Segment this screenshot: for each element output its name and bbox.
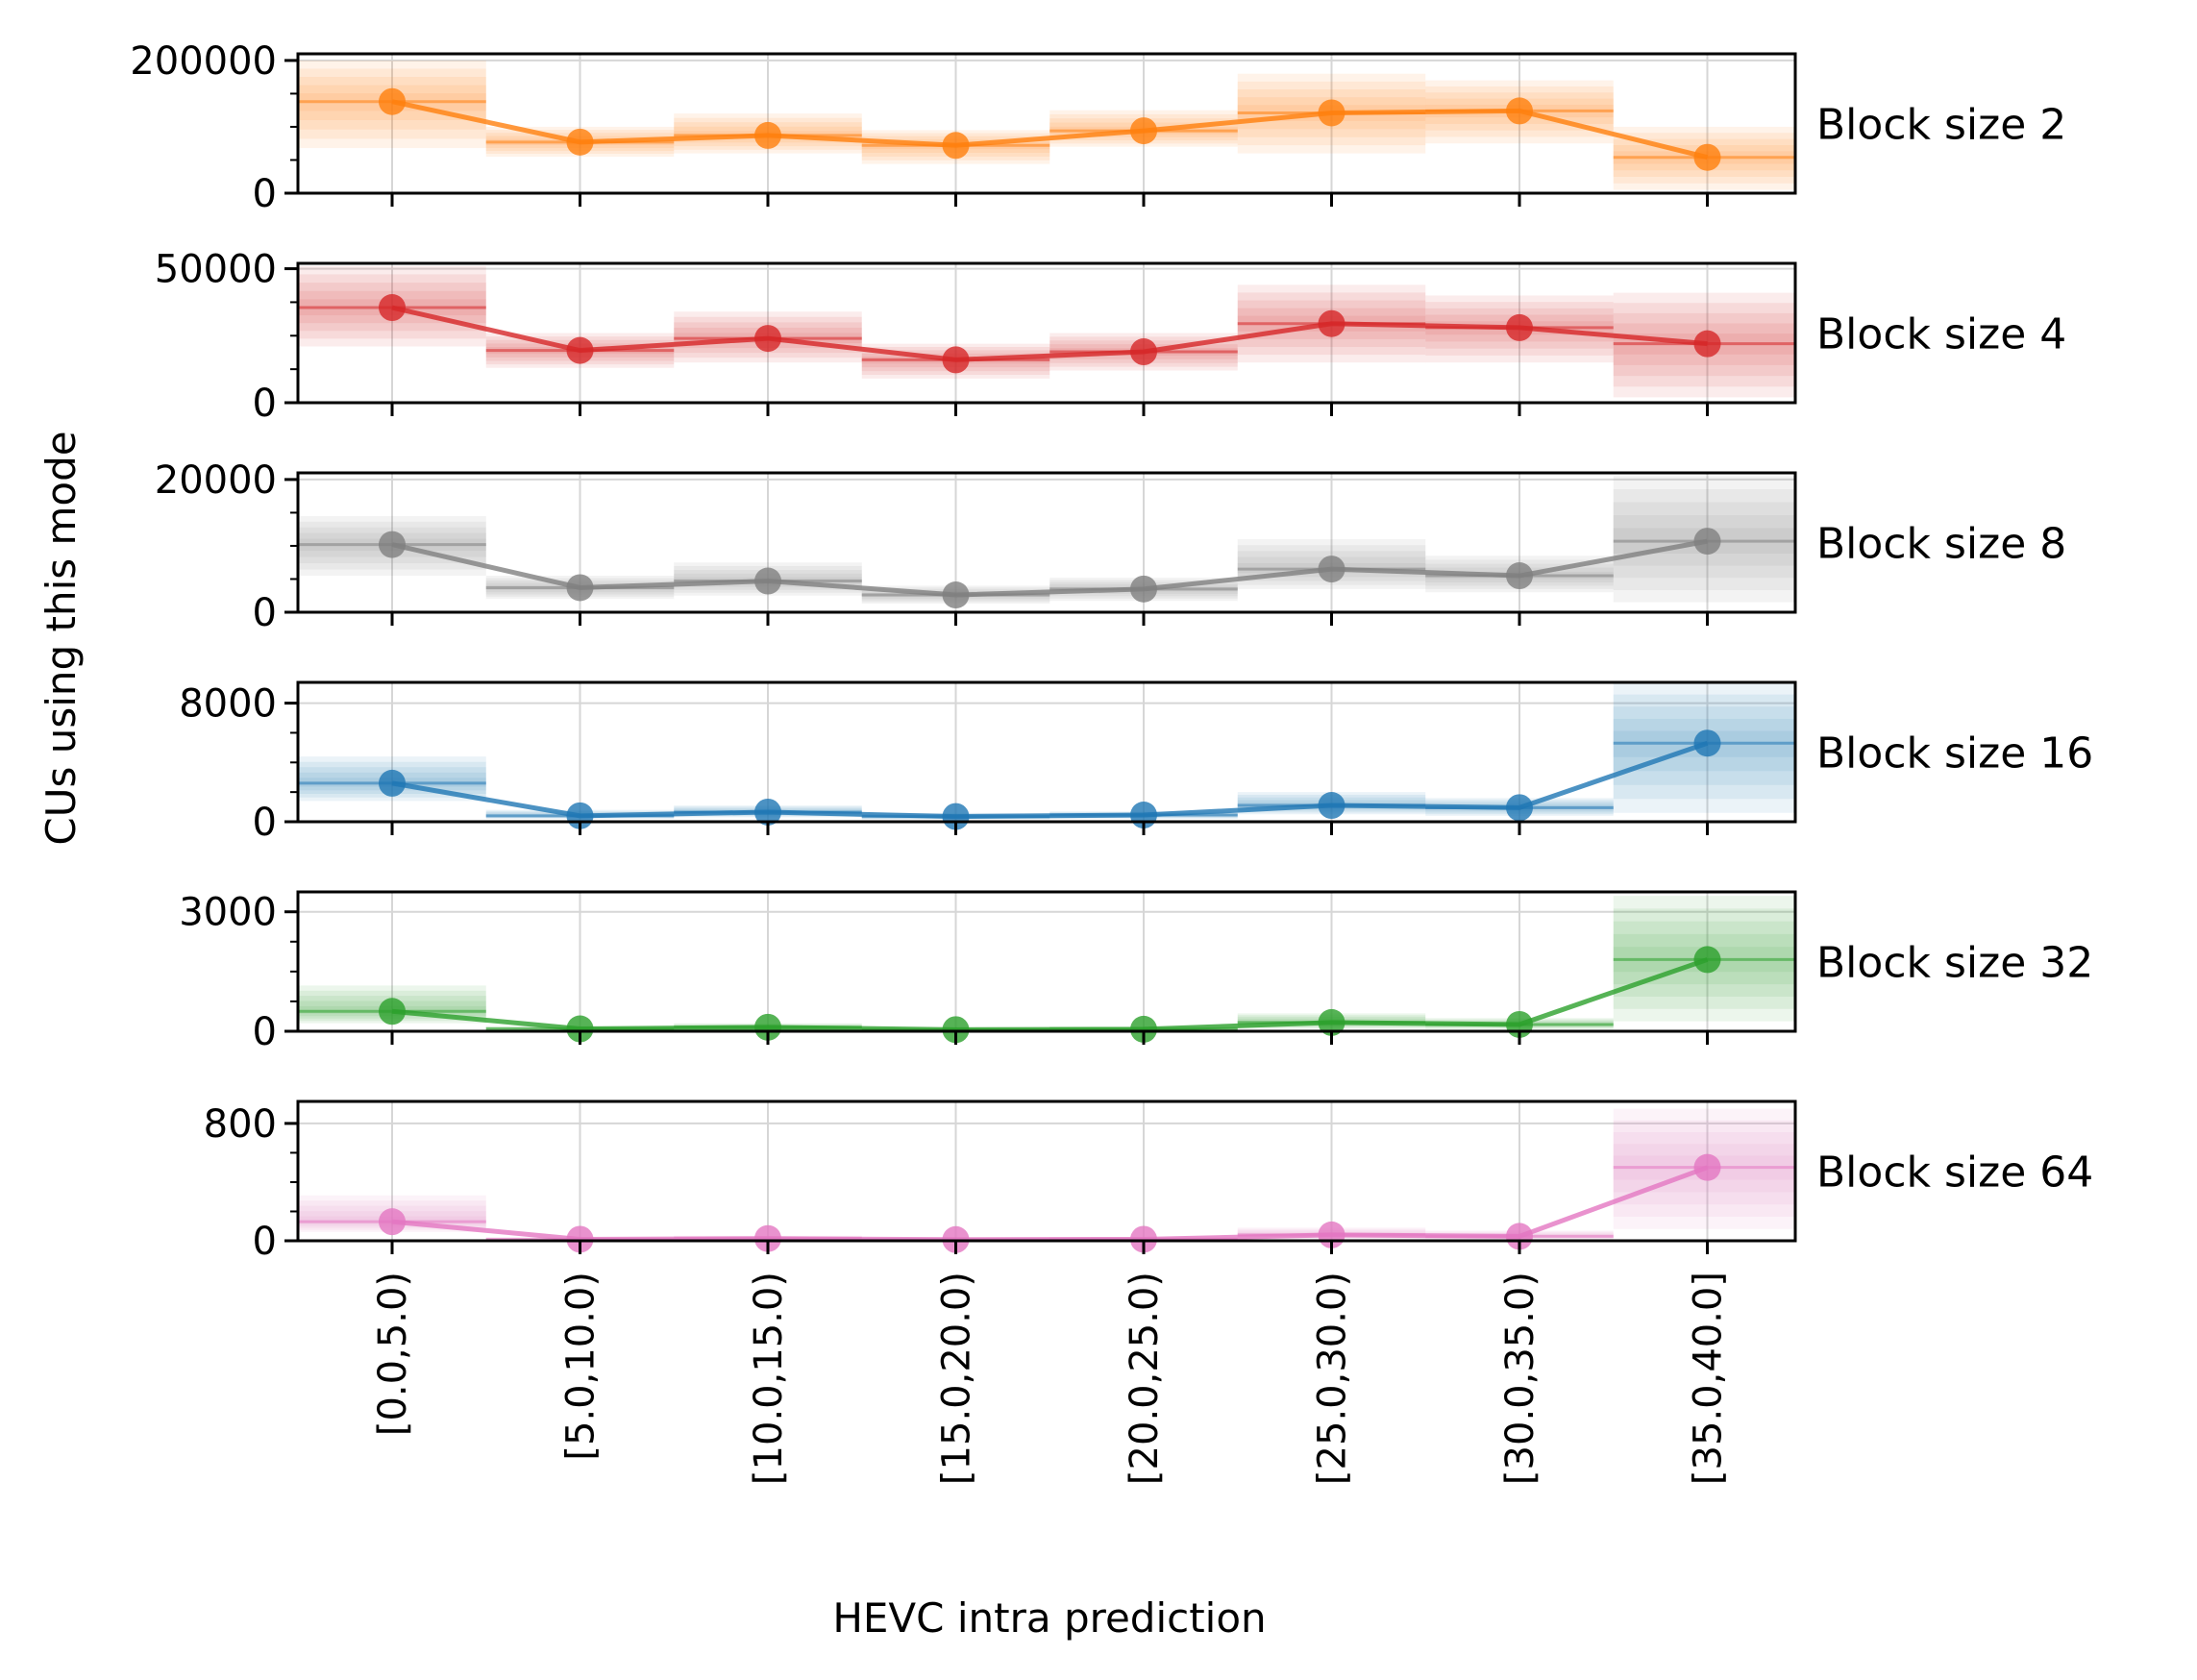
data-point bbox=[942, 132, 970, 160]
y-tick-label: 200000 bbox=[130, 39, 277, 84]
data-point bbox=[1693, 729, 1721, 757]
data-point bbox=[1506, 313, 1533, 341]
panel-2: 0 50000 Block size 4 bbox=[155, 248, 2067, 426]
data-point bbox=[379, 87, 406, 115]
series-line bbox=[391, 957, 1709, 1032]
x-tick-label: [35.0,40.0] bbox=[1687, 1272, 1731, 1485]
series-line bbox=[391, 740, 1709, 820]
data-point bbox=[1130, 1225, 1157, 1253]
panel-frame bbox=[296, 261, 1797, 405]
y-tick-label: 0 bbox=[253, 172, 277, 216]
x-tick-label: [10.0,15.0) bbox=[747, 1272, 791, 1485]
data-point bbox=[1318, 99, 1345, 127]
panel-frame bbox=[296, 1099, 1797, 1243]
y-tick-label: 50000 bbox=[155, 248, 277, 292]
data-point bbox=[1506, 794, 1533, 822]
data-point bbox=[754, 567, 781, 595]
panel-label: Block size 2 bbox=[1816, 101, 2066, 150]
series-line bbox=[391, 99, 1709, 161]
data-point bbox=[754, 1013, 781, 1041]
y-tick-label: 800 bbox=[204, 1102, 277, 1147]
data-point bbox=[1130, 338, 1157, 366]
y-tick-label: 0 bbox=[253, 382, 277, 426]
data-point bbox=[379, 998, 406, 1025]
series-line bbox=[391, 538, 1708, 598]
y-tick-label: 3000 bbox=[179, 891, 277, 935]
data-point bbox=[566, 128, 594, 156]
data-point bbox=[1506, 97, 1533, 125]
data-point bbox=[754, 325, 781, 353]
data-point bbox=[1506, 1223, 1533, 1250]
panel-3: 0 20000 Block size 8 bbox=[155, 458, 2067, 635]
data-point bbox=[1318, 792, 1345, 820]
data-point bbox=[1693, 1153, 1721, 1181]
data-point bbox=[1318, 556, 1345, 583]
band-group bbox=[298, 1108, 1795, 1241]
data-point bbox=[754, 1224, 781, 1252]
panel-label: Block size 8 bbox=[1816, 520, 2066, 569]
panel-4: 0 8000 Block size 16 bbox=[179, 680, 2093, 845]
data-point bbox=[1693, 528, 1721, 556]
panel-label: Block size 16 bbox=[1816, 729, 2093, 778]
data-point bbox=[942, 581, 970, 609]
data-point bbox=[1693, 143, 1721, 171]
x-axis-label: HEVC intra prediction bbox=[832, 1594, 1266, 1642]
data-point bbox=[1693, 330, 1721, 358]
panel-frame bbox=[296, 52, 1797, 195]
panel-frame bbox=[296, 890, 1797, 1033]
y-tick-label: 0 bbox=[253, 591, 277, 635]
data-point bbox=[379, 1208, 406, 1236]
data-point bbox=[566, 574, 594, 602]
data-point bbox=[566, 1015, 594, 1043]
y-tick-label: 20000 bbox=[155, 458, 277, 503]
data-point bbox=[379, 769, 406, 797]
data-point bbox=[942, 1016, 970, 1044]
data-point bbox=[566, 336, 594, 364]
data-point bbox=[1693, 946, 1721, 974]
panel-1: 0 200000 Block size 2 bbox=[130, 39, 2066, 216]
data-point bbox=[754, 121, 781, 149]
x-tick-label: [20.0,25.0) bbox=[1123, 1272, 1167, 1485]
data-point bbox=[379, 531, 406, 558]
data-point bbox=[1318, 1008, 1345, 1036]
y-axis-label: CUs using this mode bbox=[37, 431, 85, 845]
data-point bbox=[1130, 1015, 1157, 1043]
data-point bbox=[942, 803, 970, 830]
y-tick-label: 0 bbox=[253, 801, 277, 845]
x-tick-label: [0.0,5.0) bbox=[371, 1272, 415, 1436]
x-tick-label: [5.0,10.0) bbox=[559, 1272, 604, 1461]
panel-frame bbox=[296, 680, 1797, 824]
y-tick-label: 0 bbox=[253, 1220, 277, 1264]
data-point bbox=[379, 294, 406, 322]
y-tick-label: 0 bbox=[253, 1010, 277, 1054]
x-tick-label: [15.0,20.0) bbox=[935, 1272, 979, 1485]
data-point bbox=[1130, 117, 1157, 145]
data-point bbox=[754, 798, 781, 826]
panel-frame bbox=[296, 471, 1797, 614]
panel-label: Block size 4 bbox=[1816, 310, 2066, 359]
panel-label: Block size 64 bbox=[1816, 1149, 2093, 1198]
series-line bbox=[391, 305, 1708, 362]
band-group bbox=[298, 896, 1795, 1031]
y-tick-label: 8000 bbox=[179, 682, 277, 727]
panel-label: Block size 32 bbox=[1816, 939, 2093, 988]
data-point bbox=[1130, 575, 1157, 603]
panel-6: 0 800 Block size 64 bbox=[204, 1099, 2093, 1264]
data-point bbox=[942, 346, 970, 374]
data-point bbox=[1318, 309, 1345, 337]
data-point bbox=[1506, 562, 1533, 590]
x-tick-label: [30.0,35.0) bbox=[1498, 1272, 1543, 1485]
x-tick-label: [25.0,30.0) bbox=[1311, 1272, 1355, 1485]
panel-5: 0 3000 Block size 32 bbox=[179, 890, 2093, 1054]
data-point bbox=[566, 1225, 594, 1253]
band-group bbox=[298, 476, 1795, 605]
